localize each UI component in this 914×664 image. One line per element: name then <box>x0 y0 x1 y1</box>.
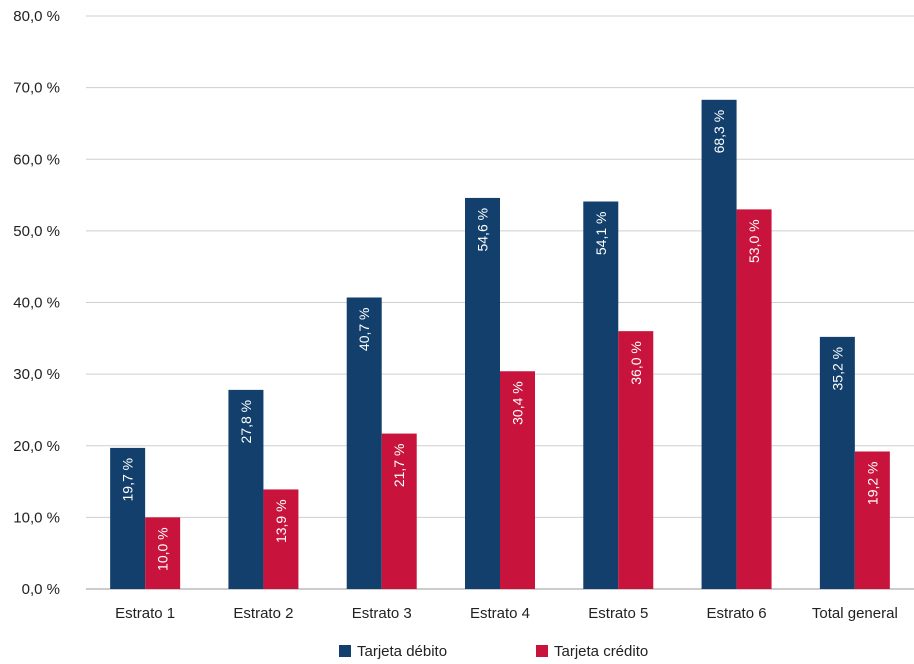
bar-value-label: 54,6 % <box>475 208 491 252</box>
bars: 19,7 % 10,0 % 27,8 % 13,9 % 40,7 % 21,7 % 54,6… <box>110 99 890 590</box>
legend-label: Tarjeta débito <box>357 643 447 660</box>
y-tick-label: 50,0 % <box>13 223 60 240</box>
bar-credito <box>263 489 299 589</box>
bar-credito <box>381 433 417 589</box>
legend-swatch <box>339 645 351 657</box>
y-tick-label: 40,0 % <box>13 295 60 312</box>
bar-debito <box>701 99 737 590</box>
bar-value-label: 40,7 % <box>356 307 372 351</box>
bar-debito <box>465 197 500 590</box>
bar-credito <box>736 209 772 589</box>
bar-credito <box>145 517 181 589</box>
bar-value-label: 13,9 % <box>273 499 289 543</box>
bar-value-label: 19,7 % <box>120 458 136 502</box>
y-tick-label: 80,0 % <box>13 8 60 25</box>
x-tick-label: Estrato 1 <box>115 605 175 622</box>
y-tick-label: 70,0 % <box>13 80 60 97</box>
x-tick-label: Total general <box>812 605 898 622</box>
y-tick-label: 20,0 % <box>13 438 60 455</box>
bar-credito <box>500 371 535 589</box>
x-tick-label: Estrato 2 <box>233 605 293 622</box>
y-tick-label: 30,0 % <box>13 366 60 383</box>
bar-value-label: 53,0 % <box>746 219 762 263</box>
legend-swatch <box>536 645 548 657</box>
bar-value-label: 10,0 % <box>155 527 171 571</box>
bar-value-label: 30,4 % <box>510 381 526 425</box>
legend-label: Tarjeta crédito <box>554 643 648 660</box>
y-axis-ticks: 0,0 % 10,0 % 20,0 % 30,0 % 40,0 % 50,0 % 60,0 … <box>13 8 60 598</box>
bar-debito <box>228 389 264 589</box>
bar-debito <box>110 447 146 589</box>
x-tick-label: Estrato 6 <box>707 605 767 622</box>
y-tick-label: 0,0 % <box>22 581 60 598</box>
bar-credito <box>618 331 654 589</box>
legend: Tarjeta débito Tarjeta crédito <box>339 643 648 660</box>
bar-value-label: 36,0 % <box>628 341 644 385</box>
y-tick-label: 10,0 % <box>13 509 60 526</box>
bar-value-label: 19,2 % <box>864 461 880 505</box>
x-tick-label: Estrato 3 <box>352 605 412 622</box>
bar-value-label: 27,8 % <box>238 400 254 444</box>
bar-value-label: 68,3 % <box>711 110 727 154</box>
x-tick-label: Estrato 4 <box>470 605 530 622</box>
bar-debito <box>819 336 855 589</box>
x-tick-label: Estrato 5 <box>588 605 648 622</box>
bar-credito <box>854 451 890 589</box>
bar-debito <box>346 297 382 589</box>
bar-debito <box>583 201 619 590</box>
bar-value-label: 35,2 % <box>829 347 845 391</box>
bar-value-label: 21,7 % <box>391 444 407 488</box>
y-tick-label: 60,0 % <box>13 151 60 168</box>
x-axis-ticks: Estrato 1 Estrato 2 Estrato 3 Estrato 4 Estr… <box>115 605 898 622</box>
bar-value-label: 54,1 % <box>593 212 609 256</box>
